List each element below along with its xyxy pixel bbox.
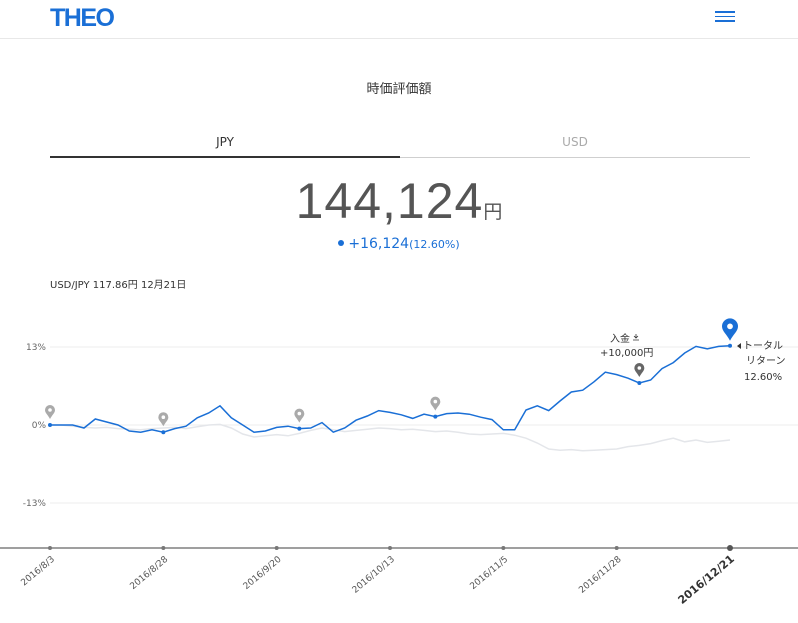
x-tick-dot	[48, 546, 52, 550]
hamburger-icon[interactable]	[715, 11, 737, 25]
y-tick-label: 0%	[32, 421, 47, 431]
page-title: 時価評価額	[366, 82, 432, 97]
data-point	[48, 423, 52, 427]
total-return-line2: リターン	[746, 355, 786, 367]
x-tick-dot	[274, 546, 279, 550]
change-percent: (12.60%)	[409, 238, 460, 251]
total-return-line1: トータル	[743, 340, 783, 352]
y-tick-label: -13%	[23, 499, 47, 509]
x-tick-dot	[501, 546, 506, 550]
pointer-arrow-icon	[737, 343, 741, 349]
x-tick-label: 2016/9/20	[242, 554, 284, 591]
x-tick-label: 2016/10/13	[351, 555, 397, 596]
data-point-latest	[728, 343, 732, 348]
total-return-annotation: トータル リターン 12.60%	[737, 340, 786, 383]
x-tick-dot	[614, 546, 619, 550]
series-line-secondary	[50, 423, 731, 452]
map-pin-icon[interactable]	[158, 412, 169, 427]
deposit-annotation: 入金 +10,000円	[600, 332, 653, 359]
x-tick-dot	[727, 545, 733, 551]
map-pin-icon[interactable]	[45, 405, 55, 419]
chart-grid	[50, 346, 798, 504]
map-pin-icon[interactable]	[294, 408, 305, 423]
y-axis: 13% 0% -13%	[23, 343, 47, 509]
total-return-value: 12.60%	[744, 372, 782, 383]
valuation-number: 144,124	[295, 173, 484, 229]
theo-logo[interactable]: THEO	[50, 4, 115, 32]
map-pin-icon[interactable]	[722, 318, 738, 341]
deposit-amount: +10,000円	[600, 348, 653, 359]
data-point	[433, 414, 438, 419]
deposit-label: 入金	[610, 332, 630, 345]
x-tick-label: 2016/8/3	[20, 555, 57, 589]
app-header: THEO	[0, 0, 798, 39]
x-tick-label: 2016/8/28	[128, 554, 170, 591]
valuation-change: +16,124(12.60%)	[0, 236, 798, 252]
x-tick-label: 2016/12/21	[676, 552, 737, 606]
change-dot-icon	[338, 240, 345, 246]
x-tick-dot	[161, 546, 166, 550]
map-pin-icon[interactable]	[634, 363, 645, 377]
data-point	[637, 381, 642, 385]
x-tick-dot	[388, 546, 392, 550]
download-icon	[633, 334, 639, 341]
tab-jpy[interactable]: JPY	[50, 130, 400, 158]
y-tick-label: 13%	[26, 343, 46, 353]
x-tick-label: 2016/11/28	[577, 554, 623, 595]
tab-usd[interactable]: USD	[400, 130, 750, 158]
x-tick-label: 2016/11/5	[468, 555, 510, 592]
fx-rate: USD/JPY 117.86円 12月21日	[50, 280, 187, 291]
data-point	[297, 426, 302, 431]
performance-chart[interactable]: 13%0%-13% 2016/8/3 2016/8/28 2016/9/20 2016…	[0, 290, 798, 623]
change-amount: +16,124	[348, 236, 410, 252]
valuation-amount: 144,124円	[0, 172, 798, 230]
valuation-unit: 円	[483, 201, 503, 223]
chart-markers	[45, 318, 738, 435]
data-point	[161, 430, 166, 435]
currency-tabs: JPY USD	[50, 130, 750, 158]
x-axis: 2016/8/3 2016/8/28 2016/9/20 2016/10/13 2016…	[0, 545, 798, 607]
map-pin-icon[interactable]	[430, 396, 441, 411]
